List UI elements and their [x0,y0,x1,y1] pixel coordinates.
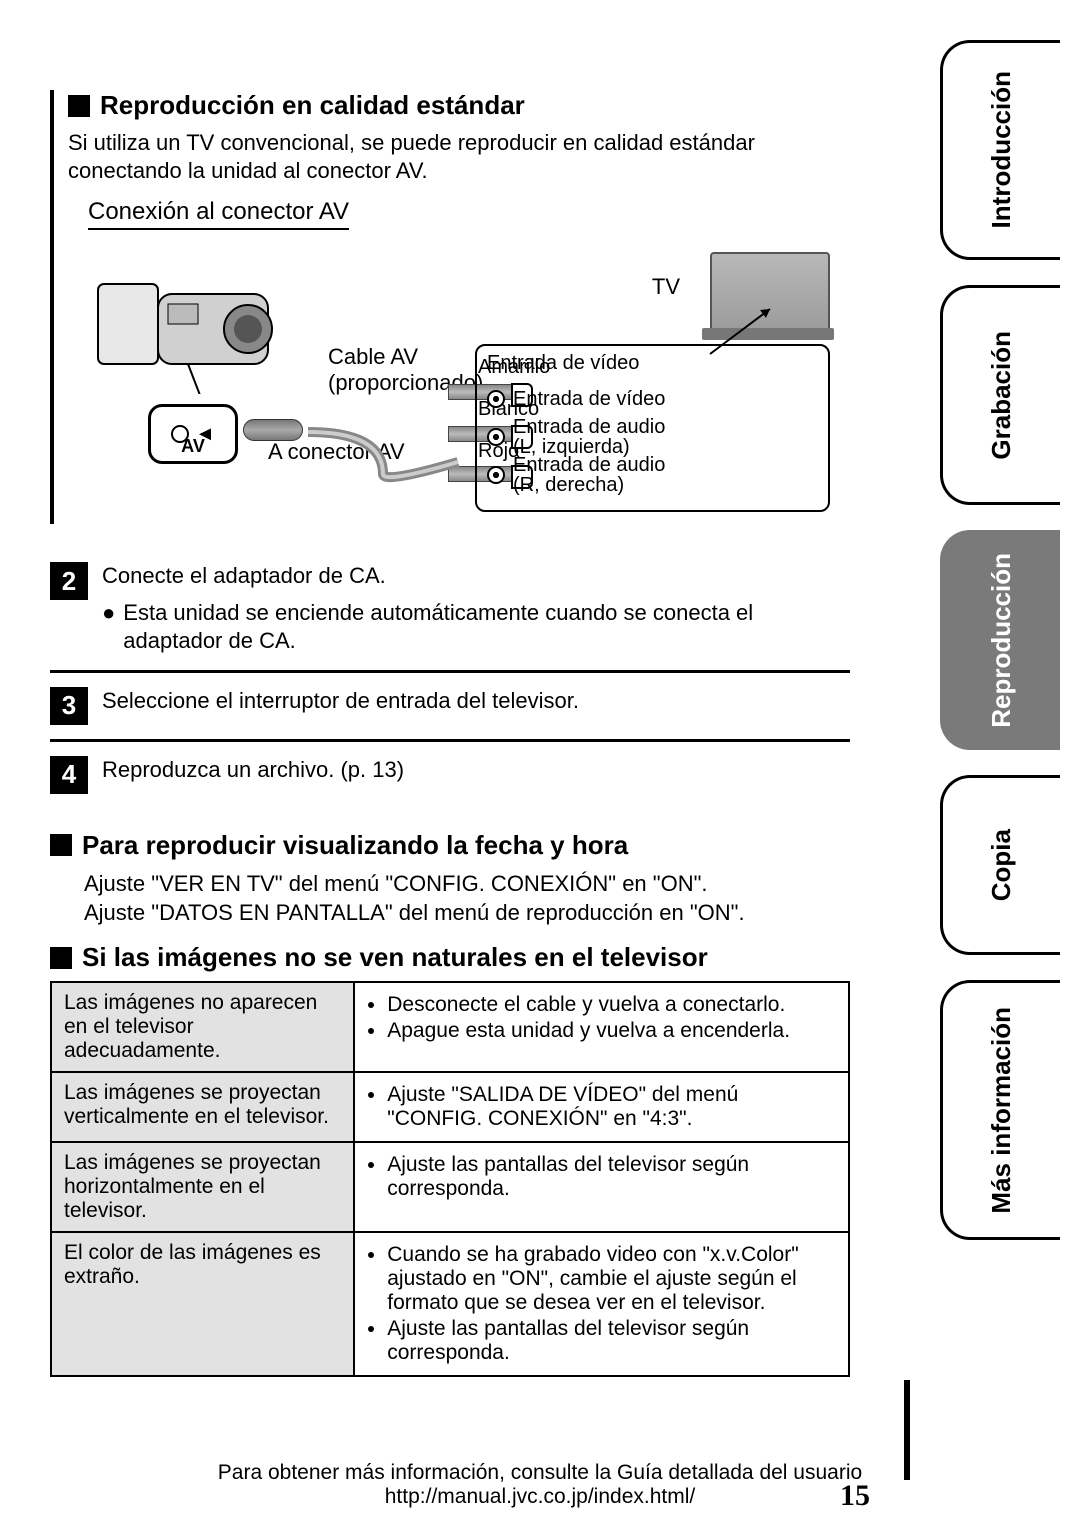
problem-cell: Las imágenes no aparecen en el televisor… [51,982,354,1072]
step-number-icon: 2 [50,562,88,600]
section-title: Reproducción en calidad estándar [100,90,525,121]
tv-input-panel: Entrada de vídeo Entrada de vídeo Entrad… [475,344,830,512]
problem-cell: El color de las imágenes es extraño. [51,1232,354,1376]
solution-item: Ajuste las pantallas del televisor según… [387,1153,836,1201]
section-standard-quality: Reproducción en calidad estándar Si util… [50,90,850,524]
section-date-time: Para reproducir visualizando la fecha y … [50,830,850,928]
solution-item: Apague esta unidad y vuelva a encenderla… [387,1019,836,1043]
side-tabs: Introducción Grabación Reproducción Copi… [940,40,1060,1265]
problem-cell: Las imágenes se proyectan horizontalment… [51,1142,354,1232]
tab-label: Más información [986,1007,1017,1214]
tab-introduccion[interactable]: Introducción [940,40,1060,260]
av-port-illustration: ◄ AV [148,404,238,464]
instruction-line: Ajuste "DATOS EN PANTALLA" del menú de r… [84,898,850,928]
tab-label: Grabación [986,331,1017,460]
input-row-video: Entrada de vídeo [487,381,818,417]
troubleshooting-table: Las imágenes no aparecen en el televisor… [50,981,850,1377]
step-number-icon: 4 [50,756,88,794]
jack-icon [487,428,505,446]
table-row: Las imágenes se proyectan horizontalment… [51,1142,849,1232]
step-2: 2 Conecte el adaptador de CA. ●Esta unid… [50,548,850,673]
section-marker-icon [50,834,72,856]
table-row: Las imágenes no aparecen en el televisor… [51,982,849,1072]
page-content: Reproducción en calidad estándar Si util… [50,90,850,1377]
solution-item: Ajuste las pantallas del televisor según… [387,1317,836,1365]
av-port-label: AV [181,436,205,457]
step-text: Conecte el adaptador de CA. ●Esta unidad… [102,562,850,656]
bullet-icon: ● [102,599,115,656]
jack-icon [487,466,505,484]
tab-copia[interactable]: Copia [940,775,1060,955]
section-marker-icon [68,95,90,117]
section-title-row: Reproducción en calidad estándar [68,90,850,121]
solution-cell: Ajuste las pantallas del televisor según… [354,1142,849,1232]
tab-label: Copia [986,829,1017,901]
step-note: ●Esta unidad se enciende automáticamente… [102,599,850,656]
step-text: Seleccione el interruptor de entrada del… [102,687,850,716]
instruction-line: Ajuste "VER EN TV" del menú "CONFIG. CON… [84,869,850,899]
connection-diagram: TV Cable AV (proporcionado) ◄ AV A conec… [68,244,850,524]
section-troubleshooting: Si las imágenes no se ven naturales en e… [50,942,850,1377]
input-label: Entrada de audio(R, derecha) [513,455,665,495]
step-4: 4 Reproduzca un archivo. (p. 13) [50,742,850,808]
input-row-audio-r: Entrada de audio(R, derecha) [487,457,818,493]
solution-cell: Ajuste "SALIDA DE VÍDEO" del menú "CONFI… [354,1072,849,1142]
input-label: Entrada de vídeo [513,389,665,409]
tab-reproduccion[interactable]: Reproducción [940,530,1060,750]
av-plug-illustration [243,419,303,441]
step-number-icon: 3 [50,687,88,725]
table-row: Las imágenes se proyectan verticalmente … [51,1072,849,1142]
input-row-audio-l: Entrada de audio(L, izquierda) [487,419,818,455]
step-note-text: Esta unidad se enciende automáticamente … [123,599,850,656]
tab-grabacion[interactable]: Grabación [940,285,1060,505]
solution-item: Cuando se ha grabado video con "x.v.Colo… [387,1243,836,1315]
step-3: 3 Seleccione el interruptor de entrada d… [50,673,850,742]
solution-cell: Desconecte el cable y vuelva a conectarl… [354,982,849,1072]
subheading: Conexión al conector AV [88,198,349,230]
section-marker-icon [50,947,72,969]
page-number: 15 [840,1479,870,1513]
input-label: Entrada de audio(L, izquierda) [513,417,665,457]
section-title-row: Si las imágenes no se ven naturales en e… [50,942,850,973]
jack-icon [487,390,505,408]
tab-label: Introducción [986,71,1017,228]
cable-path [303,424,463,494]
solution-item: Desconecte el cable y vuelva a conectarl… [387,993,836,1017]
panel-header: Entrada de vídeo [487,352,818,375]
step-text: Reproduzca un archivo. (p. 13) [102,756,850,785]
table-row: El color de las imágenes es extraño. Cua… [51,1232,849,1376]
problem-cell: Las imágenes se proyectan verticalmente … [51,1072,354,1142]
footer-url: http://manual.jvc.co.jp/index.html/ [385,1485,695,1508]
tv-label: TV [652,274,680,300]
solution-item: Ajuste "SALIDA DE VÍDEO" del menú "CONFI… [387,1083,836,1131]
cable-name: Cable AV [328,344,418,369]
tab-mas-informacion[interactable]: Más información [940,980,1060,1240]
camcorder-illustration [88,264,288,394]
section-title: Para reproducir visualizando la fecha y … [82,830,628,861]
intro-text: Si utiliza un TV convencional, se puede … [68,129,850,184]
footer-line-1: Para obtener más información, consulte l… [218,1461,862,1484]
step-text-main: Conecte el adaptador de CA. [102,563,386,588]
solution-cell: Cuando se ha grabado video con "x.v.Colo… [354,1232,849,1376]
section-title-row: Para reproducir visualizando la fecha y … [50,830,850,861]
section-title: Si las imágenes no se ven naturales en e… [82,942,708,973]
tab-label: Reproducción [986,553,1017,728]
page-footer: Para obtener más información, consulte l… [0,1461,1080,1509]
